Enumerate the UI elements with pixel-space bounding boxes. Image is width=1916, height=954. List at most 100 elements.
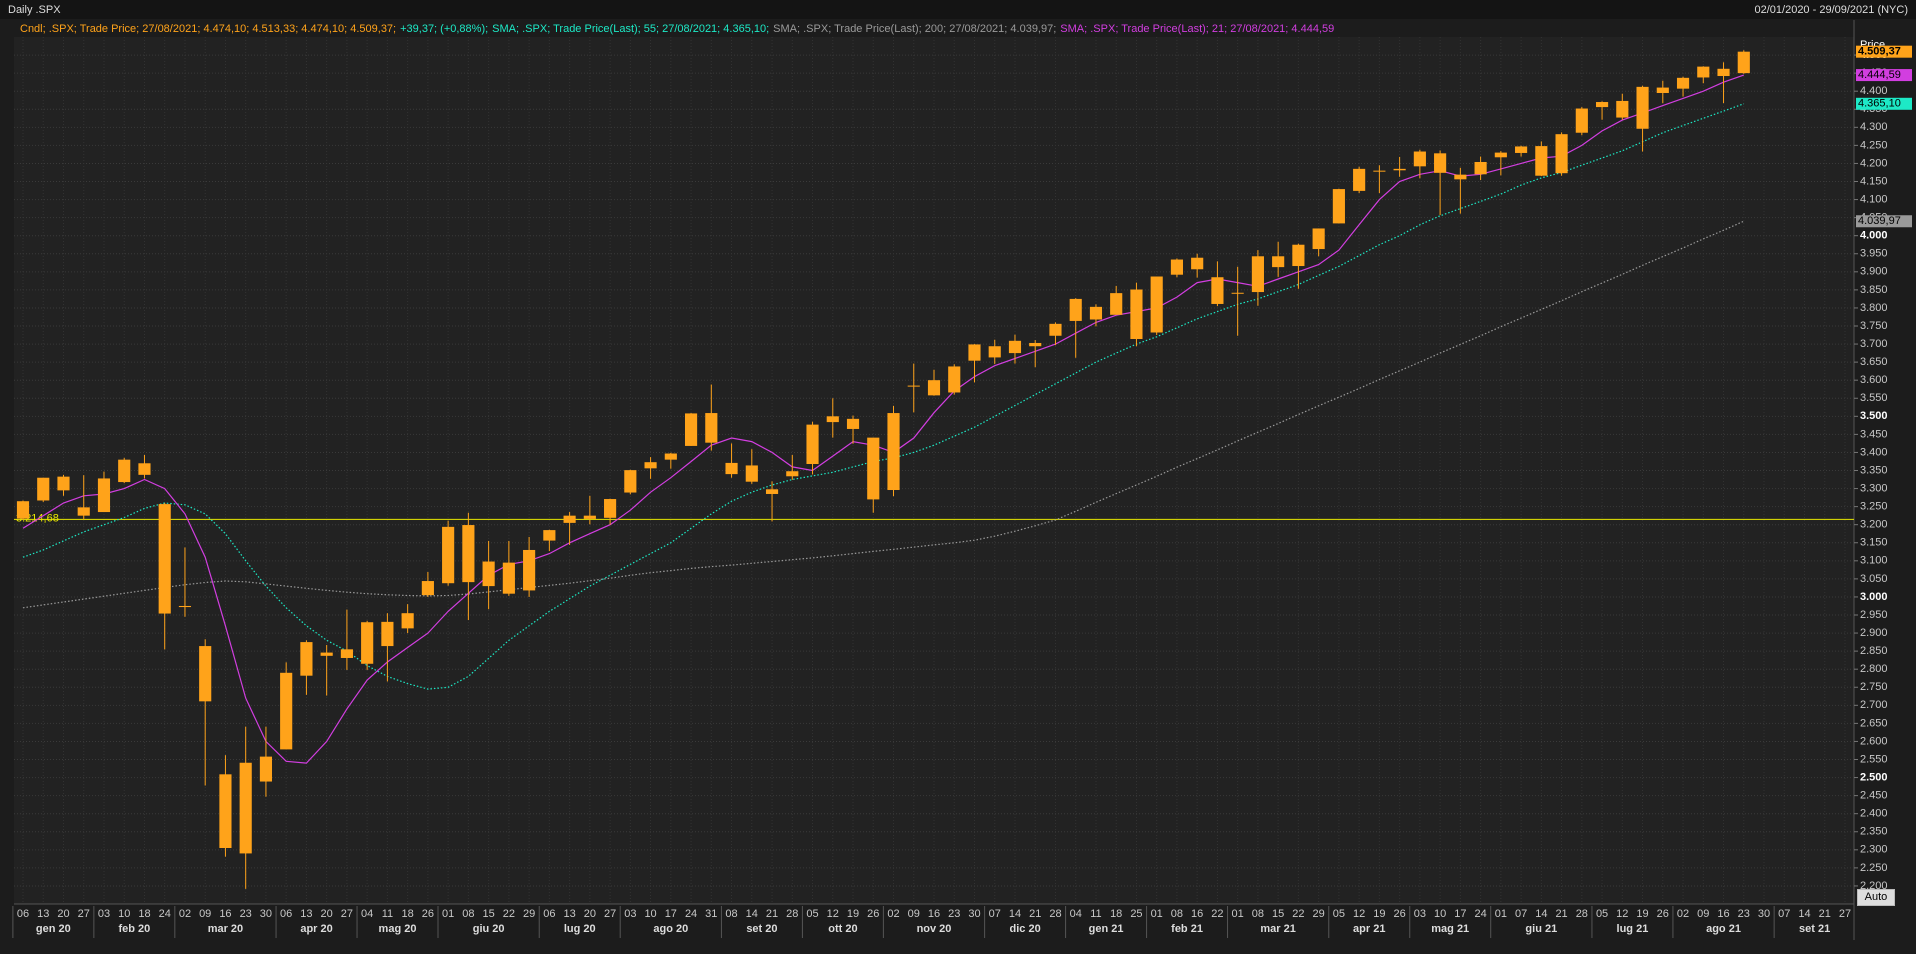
last-value-tag <box>1856 45 1912 58</box>
x-tick-label: 04 <box>361 908 373 920</box>
x-tick-label: 18 <box>1110 908 1122 920</box>
month-label: mar 21 <box>1260 923 1295 935</box>
y-tick-label: 3.200 <box>1860 519 1888 531</box>
candle-body <box>118 459 131 483</box>
y-tick-label: 4.200 <box>1860 157 1888 169</box>
x-tick-label: 19 <box>847 908 859 920</box>
candle-body <box>523 549 536 591</box>
x-tick-label: 09 <box>1697 908 1709 920</box>
month-label: ott 20 <box>828 923 857 935</box>
x-tick-label: 18 <box>402 908 414 920</box>
month-label: gen 20 <box>36 923 71 935</box>
x-tick-label: 08 <box>1252 908 1264 920</box>
y-tick-label: 2.500 <box>1860 771 1888 783</box>
x-tick-label: 27 <box>78 908 90 920</box>
month-label: ago 21 <box>1706 923 1741 935</box>
candle-body <box>1494 152 1507 158</box>
candle-body <box>1332 189 1345 224</box>
y-tick-label: 3.100 <box>1860 555 1888 567</box>
x-tick-label: 21 <box>766 908 778 920</box>
month-label: giu 21 <box>1525 923 1557 935</box>
y-tick-label: 3.850 <box>1860 284 1888 296</box>
x-tick-label: 19 <box>1636 908 1648 920</box>
x-tick-label: 09 <box>908 908 920 920</box>
x-tick-label: 30 <box>1758 908 1770 920</box>
candle-body <box>725 462 738 475</box>
candle-body <box>442 526 455 584</box>
candle-body <box>1029 342 1042 347</box>
candle-body <box>1575 108 1588 133</box>
candle-body <box>543 530 556 541</box>
month-label: mag 20 <box>379 923 417 935</box>
candle-body <box>1312 228 1325 250</box>
x-tick-label: 14 <box>746 908 758 920</box>
x-tick-label: 02 <box>887 908 899 920</box>
candle-body <box>1656 87 1669 93</box>
candle-body <box>1191 257 1204 270</box>
candle-body <box>624 470 637 493</box>
x-tick-label: 28 <box>1576 908 1588 920</box>
month-label: gen 21 <box>1089 923 1124 935</box>
candle-body <box>1555 134 1568 174</box>
candle-body <box>401 613 414 629</box>
y-tick-label: 2.750 <box>1860 681 1888 693</box>
candle-body <box>239 762 252 854</box>
candle-body <box>988 346 1001 358</box>
x-tick-label: 13 <box>37 908 49 920</box>
candle-body <box>97 478 111 513</box>
x-tick-label: 23 <box>240 908 252 920</box>
y-tick-label: 2.350 <box>1860 826 1888 838</box>
y-tick-label: 3.350 <box>1860 464 1888 476</box>
last-value-label: 4.509,37 <box>1858 46 1901 58</box>
month-label: lug 20 <box>564 923 596 935</box>
candle-body <box>1616 100 1629 118</box>
candle-body <box>199 646 212 702</box>
x-tick-label: 12 <box>1353 908 1365 920</box>
month-label: dic 20 <box>1010 923 1041 935</box>
x-tick-label: 05 <box>1333 908 1345 920</box>
y-tick-label: 2.200 <box>1860 880 1888 892</box>
sma-line <box>22 220 1745 609</box>
y-tick-label: 3.550 <box>1860 392 1888 404</box>
x-tick-label: 04 <box>1070 908 1082 920</box>
x-tick-label: 06 <box>280 908 292 920</box>
x-tick-label: 22 <box>1292 908 1304 920</box>
x-tick-label: 18 <box>138 908 150 920</box>
month-label: nov 20 <box>917 923 952 935</box>
candle-body <box>604 499 617 518</box>
candle-body <box>1292 244 1305 267</box>
candle-body <box>1353 168 1366 191</box>
x-tick-label: 23 <box>1738 908 1750 920</box>
x-tick-label: 22 <box>503 908 515 920</box>
date-range: 02/01/2020 - 29/09/2021 (NYC) <box>1755 4 1909 16</box>
y-tick-label: 2.900 <box>1860 627 1888 639</box>
x-tick-label: 12 <box>1616 908 1628 920</box>
candle-body <box>178 605 192 608</box>
x-tick-label: 03 <box>1414 908 1426 920</box>
last-value-label: 4.039,97 <box>1858 215 1901 227</box>
candle-body <box>320 652 333 656</box>
x-tick-label: 05 <box>806 908 818 920</box>
x-tick-label: 17 <box>1454 908 1466 920</box>
x-tick-label: 07 <box>1515 908 1527 920</box>
x-tick-label: 06 <box>17 908 29 920</box>
x-tick-label: 25 <box>1130 908 1142 920</box>
x-tick-label: 16 <box>1717 908 1729 920</box>
last-value-tag <box>1856 69 1912 82</box>
candle-body <box>421 581 434 596</box>
candle-body <box>806 424 819 464</box>
x-tick-label: 01 <box>442 908 454 920</box>
candle-body <box>1049 323 1062 336</box>
last-value-label: 4.365,10 <box>1858 98 1901 110</box>
auto-scale-button[interactable]: Auto <box>1857 889 1895 906</box>
y-tick-label: 3.300 <box>1860 482 1888 494</box>
month-label: giu 20 <box>473 923 505 935</box>
x-tick-label: 14 <box>1009 908 1021 920</box>
month-label: set 21 <box>1799 923 1830 935</box>
x-tick-label: 20 <box>321 908 333 920</box>
x-tick-label: 16 <box>219 908 231 920</box>
candle-body <box>381 621 394 647</box>
candle-body <box>138 463 151 475</box>
